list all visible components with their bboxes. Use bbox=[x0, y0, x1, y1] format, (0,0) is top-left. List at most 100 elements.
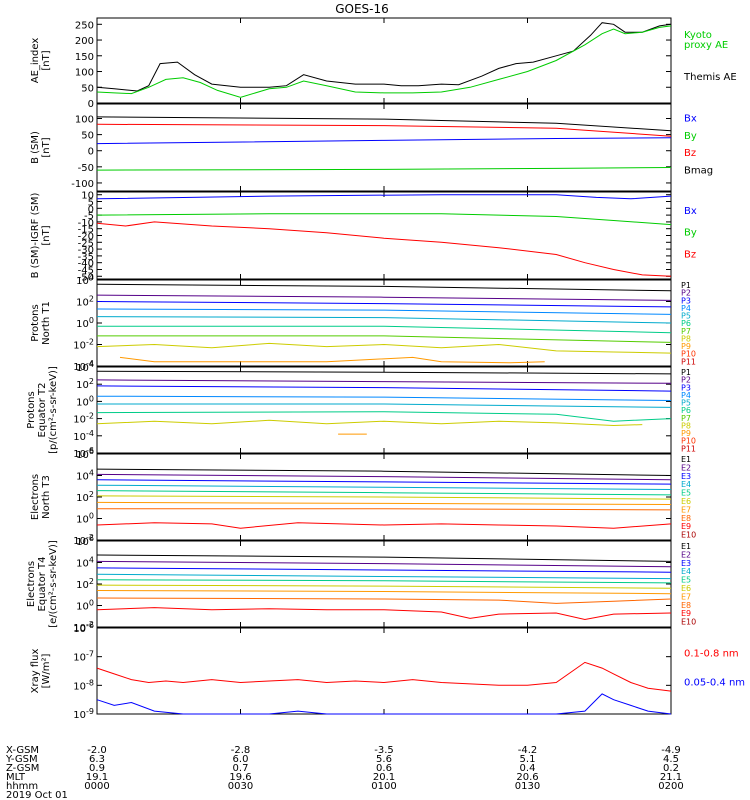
y-tick-label: -50 bbox=[78, 272, 94, 283]
series-kyoto-proxy-ae bbox=[96, 25, 672, 98]
legend-entry: By bbox=[684, 228, 697, 239]
legend-entry: Themis AE bbox=[683, 72, 737, 83]
series-p4 bbox=[96, 308, 672, 315]
series-e1 bbox=[96, 468, 672, 476]
y-tick-label: -100 bbox=[71, 179, 94, 190]
y-tick-label: 102 bbox=[76, 377, 94, 391]
legend-entry: E1 bbox=[681, 542, 691, 551]
y-tick-label: 10 bbox=[81, 191, 94, 202]
y-tick-label: 104 bbox=[76, 360, 94, 374]
series-e5 bbox=[96, 579, 672, 584]
y-tick-label: -45 bbox=[78, 265, 94, 276]
y-tick-label: 100 bbox=[76, 512, 94, 526]
x-row-value: 5.6 bbox=[376, 754, 392, 765]
y-tick-label: 10-7 bbox=[73, 650, 94, 664]
legend-entry: Bx bbox=[684, 206, 697, 217]
y-tick-label: 102 bbox=[76, 490, 94, 504]
y-tick-label: 106 bbox=[76, 447, 94, 461]
x-row-value: -4.2 bbox=[518, 745, 538, 756]
y-tick-label: 10-6 bbox=[73, 621, 94, 635]
y-tick-label: 100 bbox=[75, 115, 94, 126]
series-e8 bbox=[96, 597, 672, 604]
y-tick-label: -50 bbox=[78, 163, 94, 174]
legend-entry: P4 bbox=[681, 304, 691, 313]
panel-frame bbox=[96, 627, 672, 715]
legend-entry: E2 bbox=[681, 550, 691, 559]
legend-entry: E8 bbox=[681, 514, 691, 523]
panel-2: -100 -50 0 50 100 B (SM)[nT] Bx By Bz Bmag bbox=[30, 103, 713, 192]
legend-entry: P6 bbox=[681, 319, 691, 328]
series-p1 bbox=[96, 370, 672, 375]
y-tick-label: 10-9 bbox=[73, 707, 94, 721]
series-p5 bbox=[96, 316, 672, 324]
x-row-value: 20.6 bbox=[516, 772, 538, 783]
y-tick-label: 104 bbox=[76, 273, 94, 287]
series-by bbox=[96, 167, 672, 171]
legend-entry: Bmag bbox=[684, 166, 713, 177]
series-e2 bbox=[96, 560, 672, 568]
y-tick-label: 10-8 bbox=[73, 678, 94, 692]
x-row-value: 0.4 bbox=[520, 763, 536, 774]
x-row-value: 19.6 bbox=[229, 772, 251, 783]
series-p6 bbox=[97, 325, 672, 334]
series-by bbox=[96, 213, 672, 226]
y-axis-label: B (SM)[nT] bbox=[30, 131, 52, 164]
x-row-value: -4.9 bbox=[661, 745, 681, 756]
legend-entry: P8 bbox=[681, 334, 691, 343]
legend-entry: E7 bbox=[681, 592, 691, 601]
panel-frame bbox=[96, 540, 672, 628]
legend-entry: E7 bbox=[681, 505, 691, 514]
series-p2 bbox=[96, 379, 672, 384]
x-row-label: hhmm bbox=[6, 781, 38, 792]
series-themis-ae bbox=[96, 22, 672, 92]
series-p4 bbox=[96, 395, 672, 401]
legend-entry: P5 bbox=[681, 399, 691, 408]
y-tick-label: 100 bbox=[76, 316, 94, 330]
series-p1 bbox=[96, 283, 672, 292]
x-row-value: 0.6 bbox=[376, 763, 392, 774]
y-tick-label: -20 bbox=[78, 232, 94, 243]
legend-entry: E10 bbox=[681, 618, 696, 627]
y-tick-label: 104 bbox=[76, 556, 94, 570]
y-tick-label: 100 bbox=[76, 394, 94, 408]
legend-entry: P5 bbox=[681, 312, 691, 321]
legend-entry: E6 bbox=[681, 497, 691, 506]
legend-entry: P2 bbox=[681, 376, 691, 385]
x-axis-table: X-GSM -2.0 -2.8 -3.5 -4.2 -4.9 Y-GSM 6.3 6.0 5.6 5… bbox=[5, 745, 684, 800]
y-tick-label: 106 bbox=[76, 534, 94, 548]
x-row-value: 0.9 bbox=[89, 763, 105, 774]
series-e3 bbox=[96, 567, 672, 573]
y-tick-label: -25 bbox=[78, 238, 94, 249]
series-0-05-0-4-nm bbox=[96, 693, 672, 715]
legend-entry: P9 bbox=[681, 429, 691, 438]
panel-8: 10-9 10-8 10-7 10-6 Xray flux[W/m²] 0.1-0.8 n… bbox=[30, 621, 745, 721]
x-row-value: 0000 bbox=[84, 781, 109, 792]
y-tick-label: -40 bbox=[78, 259, 94, 270]
legend-entry: P8 bbox=[681, 421, 691, 430]
x-row-label: Z-GSM bbox=[6, 763, 39, 774]
legend-entry: 0.05-0.4 nm bbox=[684, 677, 745, 688]
series-e1 bbox=[96, 554, 672, 562]
y-tick-label: 104 bbox=[76, 469, 94, 483]
x-row-value: 5.1 bbox=[520, 754, 536, 765]
y-tick-label: 50 bbox=[81, 83, 94, 94]
x-row-value: -2.0 bbox=[87, 745, 107, 756]
x-row-value: 0030 bbox=[228, 781, 253, 792]
legend-entry: P3 bbox=[681, 296, 691, 305]
legend-entry: E10 bbox=[681, 531, 696, 540]
series-e6 bbox=[96, 584, 672, 589]
legend-entry: E3 bbox=[681, 472, 691, 481]
legend-entry: E1 bbox=[681, 455, 691, 464]
legend-entry: E5 bbox=[681, 576, 691, 585]
legend-entry: Kyoto bbox=[684, 30, 712, 41]
y-tick-label: 0 bbox=[88, 147, 94, 158]
series-p2 bbox=[96, 294, 672, 301]
y-tick-label: 150 bbox=[75, 52, 94, 63]
y-axis-label: Xray flux[W/m²] bbox=[30, 649, 52, 694]
y-tick-label: 0 bbox=[88, 99, 94, 110]
y-tick-label: 100 bbox=[75, 68, 94, 79]
